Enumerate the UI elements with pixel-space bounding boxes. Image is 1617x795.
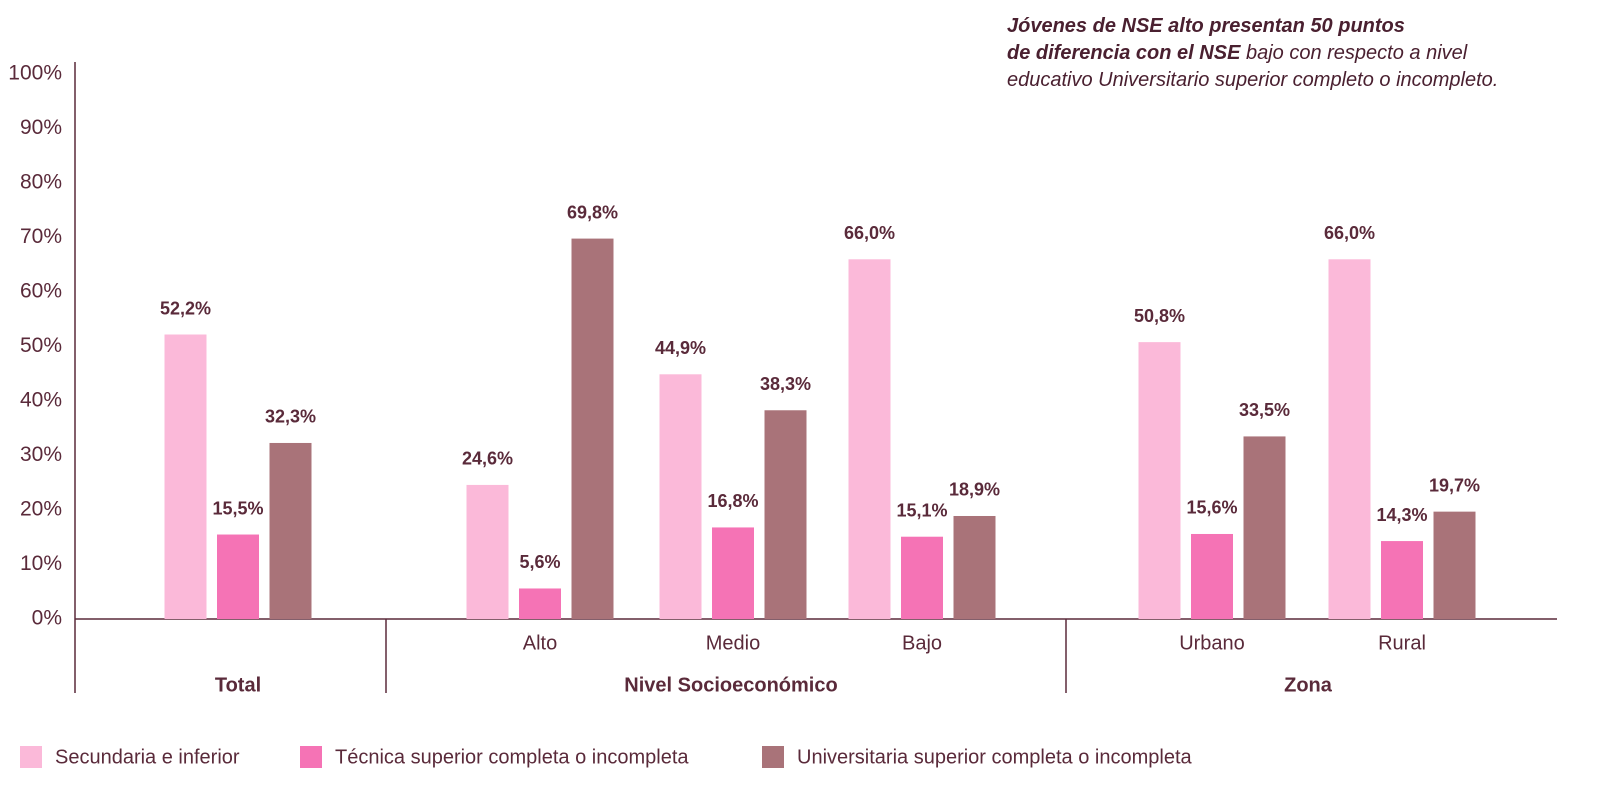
bar [848,259,891,619]
annotation-text: bajo con respecto a nivel [1240,42,1467,64]
bar [269,442,312,619]
bar [217,534,259,619]
y-tick-label: 80% [20,171,62,194]
y-tick-label: 30% [20,443,62,466]
bar [1381,541,1423,619]
value-label: 14,3% [1376,505,1427,525]
annotation-text: Jóvenes de NSE alto presentan 50 puntos [1007,15,1405,37]
annotation: Jóvenes de NSE alto presentan 50 puntos d… [1007,15,1498,91]
annotation-text: educativo Universitario superior complet… [1007,69,1498,91]
value-label: 24,6% [462,449,513,469]
x-tick-label: Rural [1378,632,1426,654]
bar [901,536,943,619]
bar [519,588,561,619]
bar [164,334,207,619]
y-tick-label: 60% [20,280,62,303]
y-tick-label: 40% [20,389,62,412]
value-label: 15,6% [1186,498,1237,518]
group-label: Nivel Socioeconómico [624,674,837,696]
legend-swatch [20,746,42,768]
value-label: 66,0% [844,223,895,243]
y-tick-label: 70% [20,225,62,248]
legend-label: Técnica superior completa o incompleta [335,746,689,768]
value-label: 50,8% [1134,306,1185,326]
value-label: 15,1% [896,500,947,520]
bar [466,484,509,619]
value-label: 5,6% [519,552,560,572]
x-tick-label: Medio [706,632,760,654]
value-label: 44,9% [655,338,706,358]
bar [712,527,754,619]
group-label: Zona [1284,674,1333,696]
y-tick-label: 90% [20,116,62,139]
bar [1328,259,1371,619]
value-label: 32,3% [265,407,316,427]
bar [764,410,807,619]
bar [1243,436,1286,619]
value-label: 16,8% [707,491,758,511]
annotation-text: de diferencia con el NSE [1007,42,1241,64]
value-label: 19,7% [1429,475,1480,495]
y-tick-label: 0% [32,607,62,630]
bar [1433,511,1476,619]
group-label: Total [215,674,261,696]
y-tick-label: 100% [8,62,62,85]
y-tick-label: 50% [20,334,62,357]
bar [659,374,702,619]
legend-label: Secundaria e inferior [55,746,240,768]
value-label: 15,5% [212,498,263,518]
value-label: 66,0% [1324,223,1375,243]
x-tick-label: Alto [523,632,557,654]
bar [1191,533,1233,619]
value-label: 33,5% [1239,400,1290,420]
bar [953,515,996,619]
value-label: 18,9% [949,480,1000,500]
y-tick-label: 20% [20,498,62,521]
bar [1138,342,1181,619]
legend-swatch [762,746,784,768]
value-label: 52,2% [160,298,211,318]
x-tick-label: Bajo [902,632,942,654]
value-label: 69,8% [567,202,618,222]
value-label: 38,3% [760,374,811,394]
legend-label: Universitaria superior completa o incomp… [797,746,1192,768]
y-tick-label: 10% [20,552,62,575]
x-tick-label: Urbano [1179,632,1245,654]
bar [571,238,614,619]
legend-swatch [300,746,322,768]
